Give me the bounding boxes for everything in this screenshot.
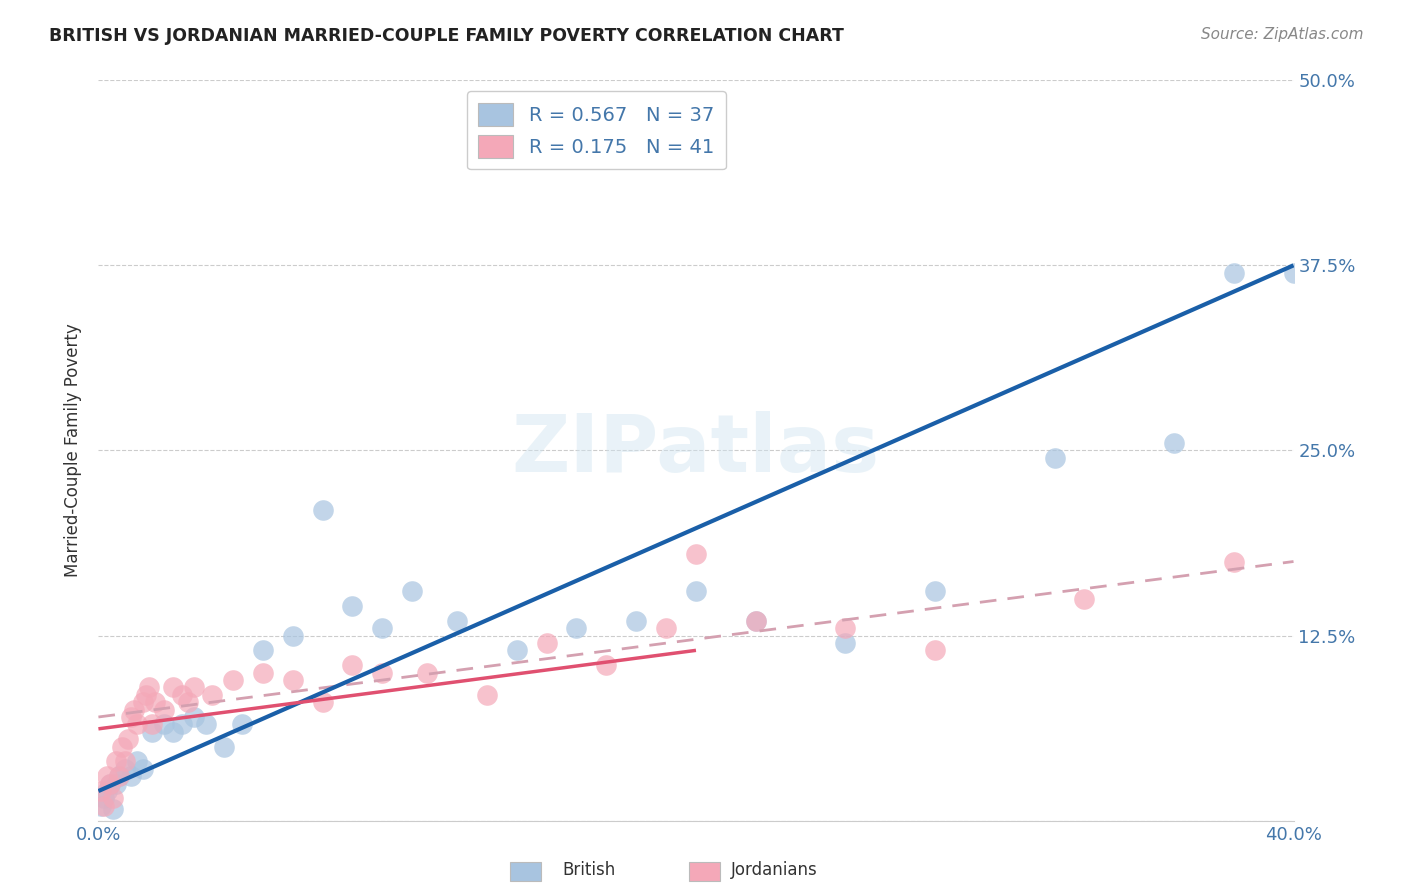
Point [745,614,768,628]
Point [103,802,125,816]
Text: Jordanians: Jordanians [731,861,818,879]
Point [132,695,155,709]
Point [416,665,439,680]
Point [685,547,707,561]
Point [117,732,139,747]
Point [98,776,122,791]
Point [153,703,176,717]
Point [141,724,163,739]
Point [114,762,136,776]
Point [311,695,333,709]
Point [655,621,678,635]
Point [120,710,142,724]
Point [252,665,274,680]
Point [162,724,184,739]
Point [834,636,856,650]
Point [201,688,224,702]
Point [1073,591,1095,606]
Point [162,681,184,695]
Point [93,798,115,813]
Point [506,643,529,657]
Point [138,681,160,695]
Point [222,673,245,687]
Point [685,584,707,599]
Point [1282,266,1305,280]
Point [127,755,149,769]
Point [924,584,946,599]
Point [127,717,149,731]
Y-axis label: Married-Couple Family Poverty: Married-Couple Family Poverty [65,324,83,577]
Legend: R = 0.567   N = 37, R = 0.175   N = 41: R = 0.567 N = 37, R = 0.175 N = 41 [467,92,725,169]
Point [342,599,364,613]
Point [183,710,205,724]
Point [120,769,142,783]
Point [745,614,768,628]
Point [90,798,112,813]
Text: BRITISH VS JORDANIAN MARRIED-COUPLE FAMILY POVERTY CORRELATION CHART: BRITISH VS JORDANIAN MARRIED-COUPLE FAMI… [49,27,844,45]
Point [143,695,166,709]
Point [177,695,200,709]
Point [153,717,176,731]
Point [114,755,136,769]
Point [98,776,122,791]
Point [342,658,364,673]
Point [281,673,304,687]
Point [103,791,125,805]
Point [183,681,205,695]
Point [105,776,128,791]
Point [281,628,304,642]
Point [252,643,274,657]
Point [1223,266,1246,280]
Point [132,762,155,776]
Point [90,784,112,798]
Point [105,755,128,769]
Point [1043,450,1066,465]
Point [231,717,253,731]
Point [475,688,498,702]
Point [834,621,856,635]
Point [1223,555,1246,569]
Point [595,658,617,673]
Point [172,717,194,731]
Point [371,665,394,680]
Point [124,703,146,717]
Point [108,769,131,783]
Point [924,643,946,657]
Point [401,584,423,599]
Point [311,502,333,516]
Point [446,614,468,628]
Point [1163,436,1185,450]
Text: British: British [562,861,616,879]
Point [108,769,131,783]
Text: Source: ZipAtlas.com: Source: ZipAtlas.com [1201,27,1364,42]
Point [626,614,648,628]
Point [96,784,118,798]
Point [371,621,394,635]
Point [172,688,194,702]
Point [212,739,235,754]
Point [93,791,115,805]
Point [135,688,157,702]
Text: ZIPatlas: ZIPatlas [512,411,880,490]
Point [96,769,118,783]
Point [565,621,588,635]
Point [111,739,134,754]
Point [141,717,163,731]
Point [536,636,558,650]
Point [195,717,218,731]
